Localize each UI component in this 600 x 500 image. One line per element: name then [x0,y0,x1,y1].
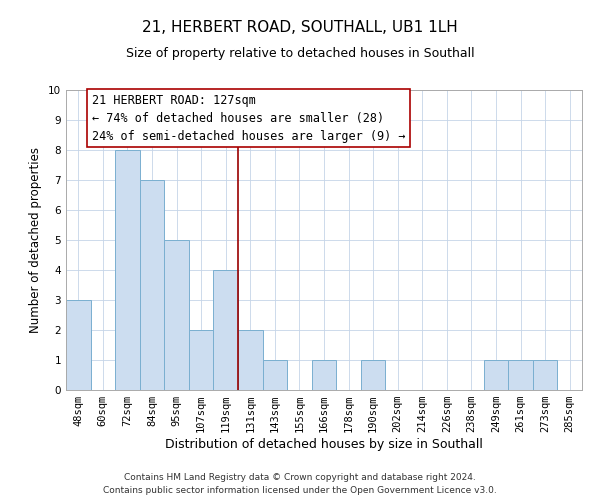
Bar [508,360,533,390]
Bar [214,270,238,390]
Bar [140,180,164,390]
Bar [263,360,287,390]
Bar [484,360,508,390]
Text: Size of property relative to detached houses in Southall: Size of property relative to detached ho… [125,48,475,60]
Bar [115,150,140,390]
Bar [164,240,189,390]
Bar [361,360,385,390]
Bar [238,330,263,390]
Bar [312,360,336,390]
Bar [66,300,91,390]
Y-axis label: Number of detached properties: Number of detached properties [29,147,43,333]
Text: Contains HM Land Registry data © Crown copyright and database right 2024.
Contai: Contains HM Land Registry data © Crown c… [103,474,497,495]
Bar [533,360,557,390]
Bar [189,330,214,390]
Text: 21, HERBERT ROAD, SOUTHALL, UB1 1LH: 21, HERBERT ROAD, SOUTHALL, UB1 1LH [142,20,458,35]
Text: 21 HERBERT ROAD: 127sqm
← 74% of detached houses are smaller (28)
24% of semi-de: 21 HERBERT ROAD: 127sqm ← 74% of detache… [92,94,406,142]
X-axis label: Distribution of detached houses by size in Southall: Distribution of detached houses by size … [165,438,483,451]
